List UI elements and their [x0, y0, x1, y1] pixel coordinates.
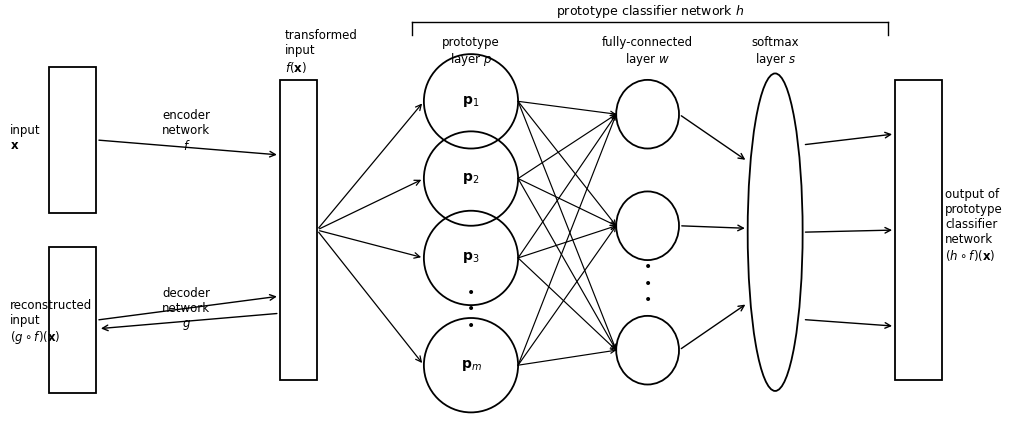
Text: transformed
input
$f(\mathbf{x})$: transformed input $f(\mathbf{x})$: [285, 29, 358, 75]
Text: decoder
network
$g$: decoder network $g$: [163, 287, 210, 332]
Text: $\mathbf{p}_1$: $\mathbf{p}_1$: [463, 94, 480, 109]
Bar: [895, 80, 942, 380]
Bar: [49, 67, 96, 213]
Text: $\mathbf{p}_m$: $\mathbf{p}_m$: [461, 358, 482, 373]
Text: prototype classifier network $h$: prototype classifier network $h$: [556, 3, 744, 20]
Text: output of
prototype
classifier
network
$(h \circ f)(\mathbf{x})$: output of prototype classifier network $…: [945, 188, 1003, 263]
Text: encoder
network
$f$: encoder network $f$: [163, 109, 210, 153]
Bar: [280, 80, 317, 380]
Text: $\mathbf{p}_2$: $\mathbf{p}_2$: [463, 171, 480, 186]
Text: •
•
•: • • •: [467, 286, 475, 333]
Text: prototype
layer $p$: prototype layer $p$: [442, 36, 500, 68]
Bar: [49, 247, 96, 393]
Text: fully-connected
layer $w$: fully-connected layer $w$: [602, 36, 693, 68]
Text: reconstructed
input
$(g \circ f)(\mathbf{x})$: reconstructed input $(g \circ f)(\mathbf…: [10, 299, 92, 346]
Text: input
$\mathbf{x}$: input $\mathbf{x}$: [10, 124, 40, 152]
Text: •
•
•: • • •: [643, 260, 651, 307]
Text: softmax
layer $s$: softmax layer $s$: [751, 36, 799, 68]
Text: $\mathbf{p}_3$: $\mathbf{p}_3$: [463, 250, 480, 266]
